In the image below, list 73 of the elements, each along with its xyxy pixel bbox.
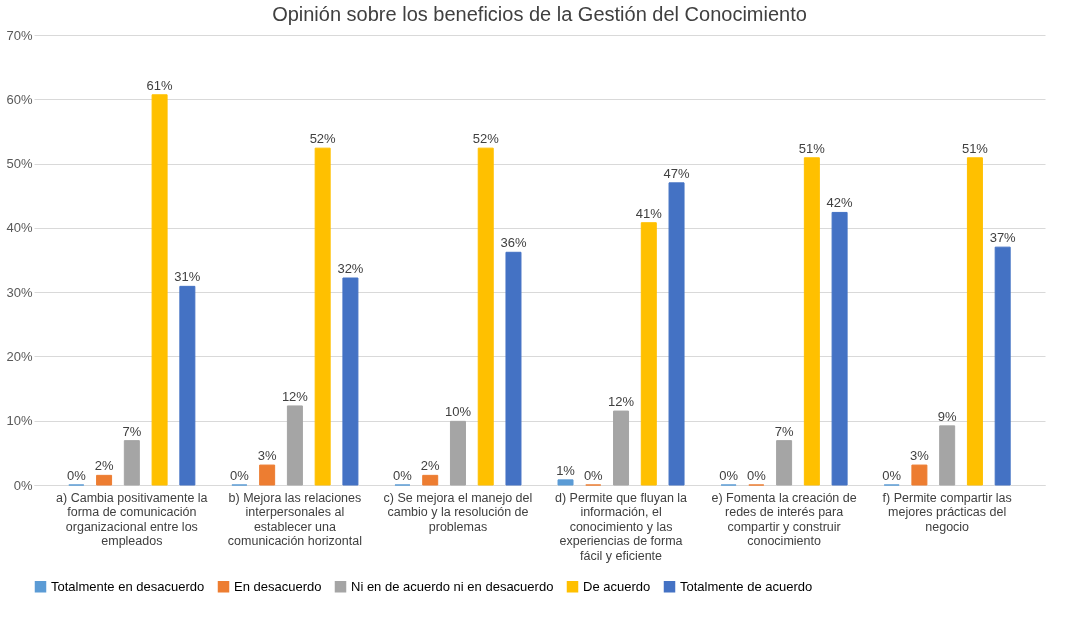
bar [776,440,793,486]
data-label: 37% [989,230,1017,246]
y-tick-label: 30% [6,284,33,300]
data-label: 0% [719,468,739,483]
bar [911,464,928,486]
bar [342,277,359,486]
data-label: 0% [746,468,767,483]
data-label: 36% [500,235,527,251]
data-label: 3% [257,448,277,464]
bar [286,405,303,486]
x-tick-label: d) Permite que fluyan la información, el conocimiento y las experiencias de forma fácil y eficiente [555,490,688,563]
legend-label: Totalmente en desacuerdo [51,578,205,594]
bar [151,94,168,486]
bar [422,474,439,486]
x-tick-label: e) Fomenta la creación de redes de interés para compartir y construir conocimiento [711,490,857,548]
data-label: 47% [663,165,690,181]
data-label: 1% [556,462,576,478]
data-label: 12% [608,394,635,410]
chart-title: Opinión sobre los beneficios de la Gestión del Conocimiento [272,3,807,25]
bar [123,440,140,486]
bar [449,420,466,486]
data-label: 2% [94,458,114,474]
data-label: 61% [146,77,174,93]
data-label: 0% [583,468,604,483]
data-label: 2% [420,458,441,474]
bar [640,222,657,486]
data-label: 52% [309,131,337,147]
legend-label: De acuerdo [583,578,651,594]
bar [314,147,331,486]
bar [96,474,113,486]
x-tick-label: b) Mejora las relaciones interpersonales al establecer una comunicación horizontal [227,490,362,548]
data-label: 9% [937,408,957,424]
data-label: 32% [337,261,364,276]
bar [505,251,522,486]
bar [939,425,956,486]
y-tick-label: 20% [6,348,33,364]
data-label: 42% [826,195,854,211]
data-label: 51% [961,140,989,156]
bar [477,147,494,486]
y-tick-label: 0% [13,477,33,493]
data-label: 0% [66,468,87,483]
data-label: 51% [798,140,826,156]
data-label: 31% [174,269,201,285]
data-label: 10% [444,404,472,420]
bar [994,246,1011,486]
data-label: 7% [122,423,142,439]
y-tick-label: 70% [6,27,33,43]
bar [966,157,983,486]
y-tick-label: 40% [6,220,33,236]
bar [668,182,685,486]
bar [803,157,820,486]
x-tick-label: f) Permite compartir las mejores prácticas del negocio [882,490,1012,534]
data-label: 3% [910,448,930,464]
y-tick-label: 50% [6,156,33,172]
x-tick-label: a) Cambia positivamente la forma de comunicación organizacional entre los empleados [56,490,208,548]
data-label: 7% [774,423,794,439]
data-label: 41% [635,205,663,221]
legend-label: En desacuerdo [234,578,322,594]
data-label: 52% [472,131,500,147]
bar [259,464,276,486]
legend-label: Totalmente de acuerdo [680,578,813,594]
y-tick-label: 10% [6,413,33,429]
data-label: 12% [281,388,309,404]
bar [613,410,630,486]
legend-label: Ni en de acuerdo ni en desacuerdo [351,578,554,594]
x-tick-label: c) Se mejora el manejo del cambio y la resolución de problemas [383,490,533,534]
data-label: 0% [882,468,902,483]
bar [557,479,574,486]
bar [179,285,196,486]
data-label: 0% [393,468,413,483]
bar [831,211,848,486]
y-tick-label: 60% [6,91,33,107]
data-label: 0% [229,468,250,483]
